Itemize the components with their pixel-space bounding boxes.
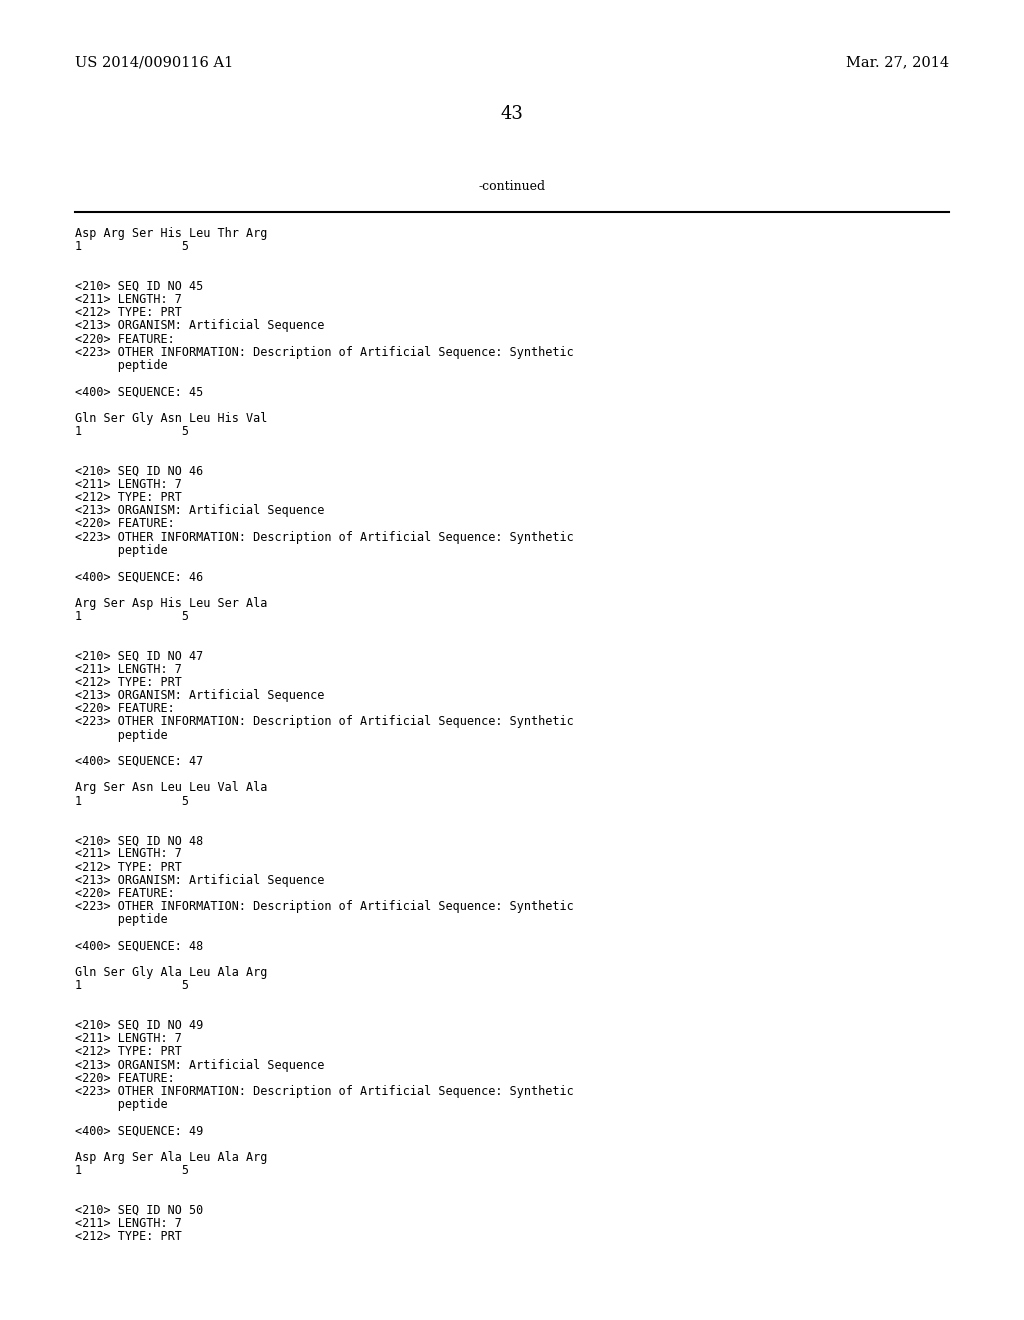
Text: 1              5: 1 5 <box>75 240 189 253</box>
Text: <210> SEQ ID NO 50: <210> SEQ ID NO 50 <box>75 1204 203 1217</box>
Text: <213> ORGANISM: Artificial Sequence: <213> ORGANISM: Artificial Sequence <box>75 1059 325 1072</box>
Text: <220> FEATURE:: <220> FEATURE: <box>75 702 175 715</box>
Text: <400> SEQUENCE: 46: <400> SEQUENCE: 46 <box>75 570 203 583</box>
Text: <400> SEQUENCE: 45: <400> SEQUENCE: 45 <box>75 385 203 399</box>
Text: <220> FEATURE:: <220> FEATURE: <box>75 1072 175 1085</box>
Text: Mar. 27, 2014: Mar. 27, 2014 <box>846 55 949 69</box>
Text: Asp Arg Ser His Leu Thr Arg: Asp Arg Ser His Leu Thr Arg <box>75 227 267 240</box>
Text: <223> OTHER INFORMATION: Description of Artificial Sequence: Synthetic: <223> OTHER INFORMATION: Description of … <box>75 531 573 544</box>
Text: <211> LENGTH: 7: <211> LENGTH: 7 <box>75 847 182 861</box>
Text: <400> SEQUENCE: 48: <400> SEQUENCE: 48 <box>75 940 203 953</box>
Text: <400> SEQUENCE: 47: <400> SEQUENCE: 47 <box>75 755 203 768</box>
Text: peptide: peptide <box>75 913 168 927</box>
Text: <213> ORGANISM: Artificial Sequence: <213> ORGANISM: Artificial Sequence <box>75 504 325 517</box>
Text: <211> LENGTH: 7: <211> LENGTH: 7 <box>75 478 182 491</box>
Text: <210> SEQ ID NO 45: <210> SEQ ID NO 45 <box>75 280 203 293</box>
Text: peptide: peptide <box>75 359 168 372</box>
Text: <210> SEQ ID NO 46: <210> SEQ ID NO 46 <box>75 465 203 478</box>
Text: <210> SEQ ID NO 48: <210> SEQ ID NO 48 <box>75 834 203 847</box>
Text: Gln Ser Gly Asn Leu His Val: Gln Ser Gly Asn Leu His Val <box>75 412 267 425</box>
Text: <210> SEQ ID NO 47: <210> SEQ ID NO 47 <box>75 649 203 663</box>
Text: <211> LENGTH: 7: <211> LENGTH: 7 <box>75 1217 182 1230</box>
Text: <212> TYPE: PRT: <212> TYPE: PRT <box>75 676 182 689</box>
Text: peptide: peptide <box>75 544 168 557</box>
Text: <212> TYPE: PRT: <212> TYPE: PRT <box>75 1230 182 1243</box>
Text: <213> ORGANISM: Artificial Sequence: <213> ORGANISM: Artificial Sequence <box>75 319 325 333</box>
Text: <213> ORGANISM: Artificial Sequence: <213> ORGANISM: Artificial Sequence <box>75 689 325 702</box>
Text: <211> LENGTH: 7: <211> LENGTH: 7 <box>75 293 182 306</box>
Text: <220> FEATURE:: <220> FEATURE: <box>75 887 175 900</box>
Text: 1              5: 1 5 <box>75 979 189 993</box>
Text: Arg Ser Asn Leu Leu Val Ala: Arg Ser Asn Leu Leu Val Ala <box>75 781 267 795</box>
Text: <211> LENGTH: 7: <211> LENGTH: 7 <box>75 1032 182 1045</box>
Text: <223> OTHER INFORMATION: Description of Artificial Sequence: Synthetic: <223> OTHER INFORMATION: Description of … <box>75 900 573 913</box>
Text: <220> FEATURE:: <220> FEATURE: <box>75 517 175 531</box>
Text: 1              5: 1 5 <box>75 610 189 623</box>
Text: <212> TYPE: PRT: <212> TYPE: PRT <box>75 491 182 504</box>
Text: <212> TYPE: PRT: <212> TYPE: PRT <box>75 861 182 874</box>
Text: Gln Ser Gly Ala Leu Ala Arg: Gln Ser Gly Ala Leu Ala Arg <box>75 966 267 979</box>
Text: <212> TYPE: PRT: <212> TYPE: PRT <box>75 306 182 319</box>
Text: <223> OTHER INFORMATION: Description of Artificial Sequence: Synthetic: <223> OTHER INFORMATION: Description of … <box>75 346 573 359</box>
Text: 43: 43 <box>501 106 523 123</box>
Text: <211> LENGTH: 7: <211> LENGTH: 7 <box>75 663 182 676</box>
Text: Arg Ser Asp His Leu Ser Ala: Arg Ser Asp His Leu Ser Ala <box>75 597 267 610</box>
Text: <223> OTHER INFORMATION: Description of Artificial Sequence: Synthetic: <223> OTHER INFORMATION: Description of … <box>75 1085 573 1098</box>
Text: peptide: peptide <box>75 729 168 742</box>
Text: <213> ORGANISM: Artificial Sequence: <213> ORGANISM: Artificial Sequence <box>75 874 325 887</box>
Text: 1              5: 1 5 <box>75 425 189 438</box>
Text: peptide: peptide <box>75 1098 168 1111</box>
Text: US 2014/0090116 A1: US 2014/0090116 A1 <box>75 55 233 69</box>
Text: <220> FEATURE:: <220> FEATURE: <box>75 333 175 346</box>
Text: <400> SEQUENCE: 49: <400> SEQUENCE: 49 <box>75 1125 203 1138</box>
Text: 1              5: 1 5 <box>75 795 189 808</box>
Text: -continued: -continued <box>478 180 546 193</box>
Text: 1              5: 1 5 <box>75 1164 189 1177</box>
Text: Asp Arg Ser Ala Leu Ala Arg: Asp Arg Ser Ala Leu Ala Arg <box>75 1151 267 1164</box>
Text: <212> TYPE: PRT: <212> TYPE: PRT <box>75 1045 182 1059</box>
Text: <223> OTHER INFORMATION: Description of Artificial Sequence: Synthetic: <223> OTHER INFORMATION: Description of … <box>75 715 573 729</box>
Text: <210> SEQ ID NO 49: <210> SEQ ID NO 49 <box>75 1019 203 1032</box>
